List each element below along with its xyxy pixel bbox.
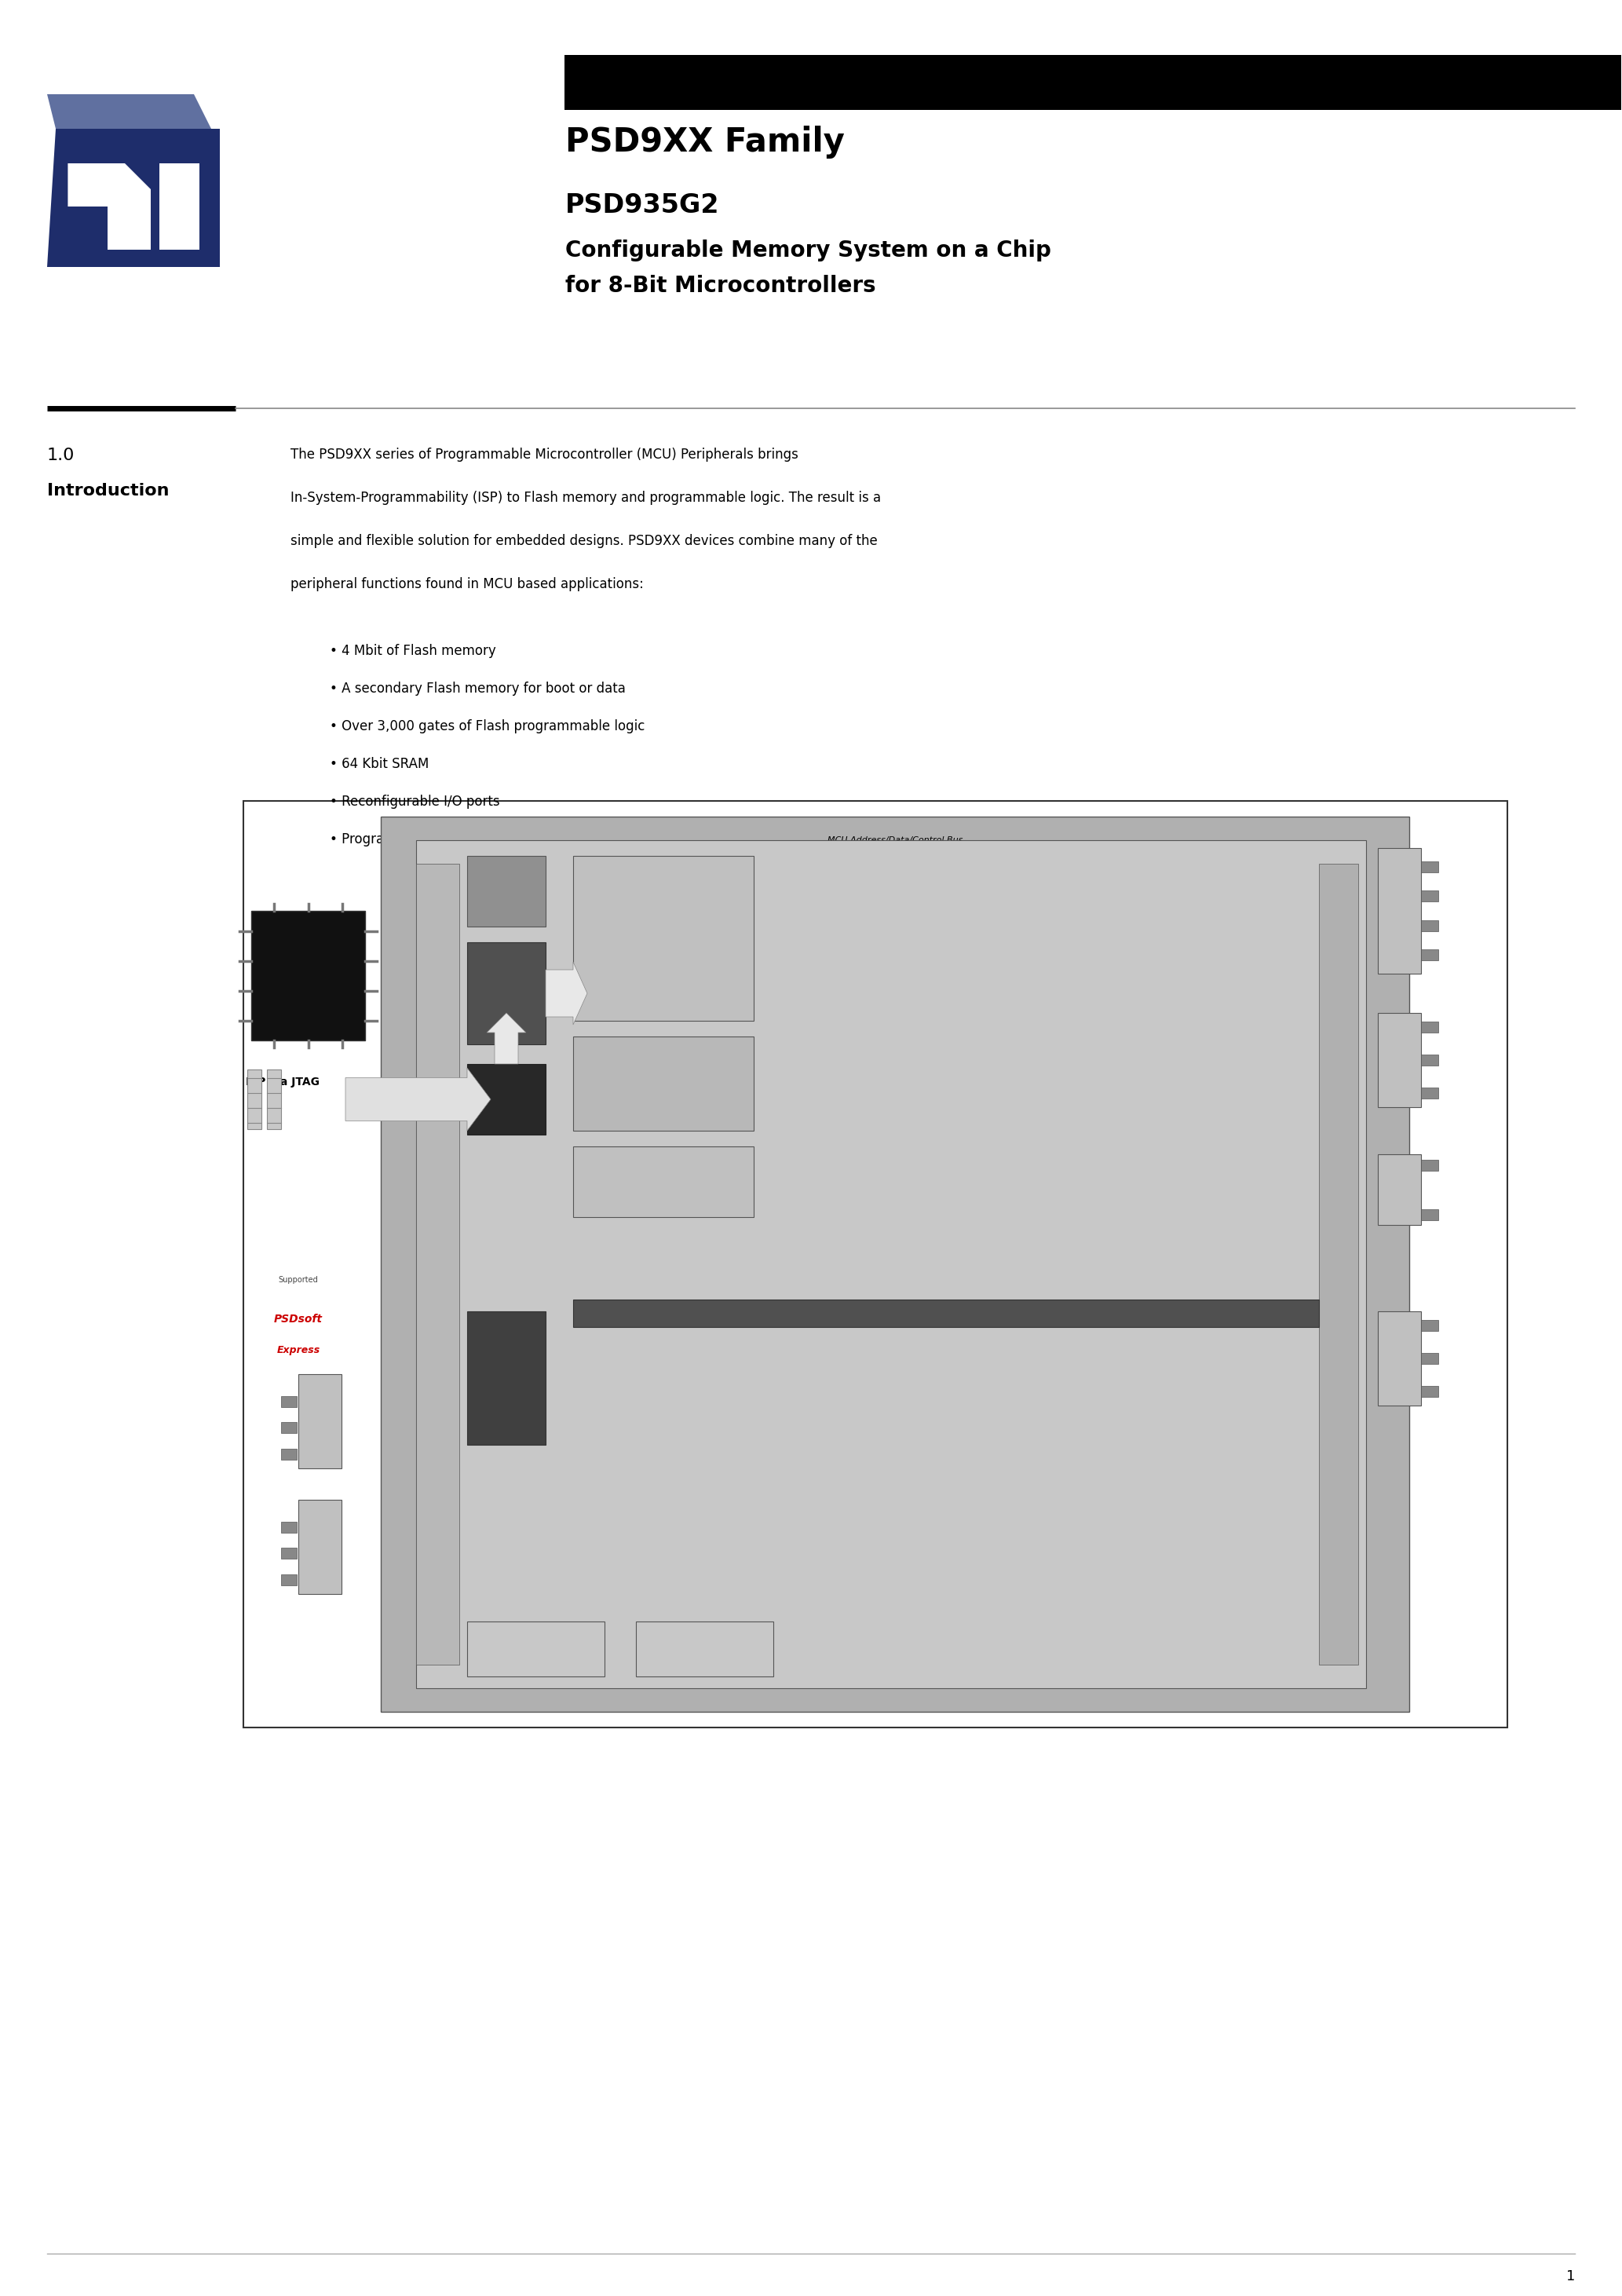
Text: External Chip Selects: External Chip Selects: [850, 1309, 967, 1318]
Text: • A secondary Flash memory for boot or data: • A secondary Flash memory for boot or d…: [329, 682, 626, 696]
Text: I/O Port: I/O Port: [1397, 1047, 1403, 1072]
Text: Introduction: Introduction: [47, 482, 169, 498]
Bar: [1421, 1320, 1439, 1332]
Text: • Reconfigurable I/O ports: • Reconfigurable I/O ports: [329, 794, 500, 808]
Text: I/O Port: I/O Port: [1397, 1345, 1403, 1371]
Text: SRAM: SRAM: [641, 1189, 686, 1205]
Text: ISP: ISP: [495, 1081, 519, 1095]
Bar: [1421, 891, 1439, 902]
Bar: [281, 1449, 297, 1460]
Polygon shape: [47, 94, 211, 129]
Text: PLD: PLD: [488, 1401, 524, 1414]
Bar: [573, 1035, 754, 1130]
Bar: [1421, 861, 1439, 872]
Text: • 4 Mbit of Flash memory: • 4 Mbit of Flash memory: [329, 643, 496, 659]
Bar: [467, 856, 545, 928]
Bar: [467, 1311, 545, 1444]
Bar: [467, 941, 545, 1045]
Bar: [564, 55, 1622, 110]
Bar: [281, 1575, 297, 1584]
Text: Flash: Flash: [631, 948, 696, 969]
Text: 🧳: 🧳: [743, 1644, 749, 1653]
Text: ISP via JTAG: ISP via JTAG: [247, 1077, 320, 1088]
Text: Scratch PAD: Scratch PAD: [641, 1164, 686, 1173]
Text: I/O Port: I/O Port: [1397, 898, 1403, 923]
Bar: [1421, 1387, 1439, 1396]
Bar: [281, 1548, 297, 1559]
Text: 🔒: 🔒: [574, 1644, 581, 1653]
Text: Security: Security: [509, 1644, 550, 1653]
Bar: [247, 1070, 261, 1130]
Text: • 64 Kbit SRAM: • 64 Kbit SRAM: [329, 758, 428, 771]
Text: • Programmable power management.: • Programmable power management.: [329, 833, 577, 847]
Bar: [1421, 948, 1439, 960]
Text: Express: Express: [277, 1345, 320, 1355]
Text: Configurable Memory System on a Chip: Configurable Memory System on a Chip: [564, 239, 1051, 262]
Text: Loader: Loader: [493, 1114, 519, 1120]
Bar: [1319, 863, 1358, 1665]
Bar: [1421, 1210, 1439, 1219]
Bar: [573, 856, 754, 1022]
Text: PLD: PLD: [490, 1003, 524, 1019]
Text: I/O Port: I/O Port: [316, 1534, 323, 1559]
Text: PMU: PMU: [676, 1644, 706, 1655]
Bar: [243, 801, 1507, 1727]
Bar: [281, 1396, 297, 1407]
Text: Flash: Flash: [637, 1095, 689, 1111]
Bar: [1421, 1022, 1439, 1033]
FancyArrow shape: [545, 962, 587, 1024]
Text: In-System-Programmability (ISP) to Flash memory and programmable logic. The resu: In-System-Programmability (ISP) to Flash…: [290, 491, 881, 505]
Bar: [1377, 847, 1421, 974]
Polygon shape: [159, 163, 200, 250]
Text: MCU Address/Data/Control Bus: MCU Address/Data/Control Bus: [827, 836, 963, 845]
Bar: [467, 1621, 605, 1676]
Text: Supported: Supported: [279, 1277, 318, 1283]
Text: Concurrent/Boot: Concurrent/Boot: [629, 1058, 697, 1068]
Bar: [1421, 1054, 1439, 1065]
Text: 1: 1: [1565, 2268, 1575, 2285]
Bar: [1421, 1088, 1439, 1097]
Text: The PSD9XX series of Programmable Microcontroller (MCU) Peripherals brings: The PSD9XX series of Programmable Microc…: [290, 448, 798, 461]
Polygon shape: [68, 163, 151, 250]
Text: simple and flexible solution for embedded designs. PSD9XX devices combine many o: simple and flexible solution for embedde…: [290, 535, 878, 549]
Text: for 8-Bit Microcontrollers: for 8-Bit Microcontrollers: [564, 276, 876, 296]
Text: Page
Logic: Page Logic: [495, 882, 517, 900]
Text: Decode: Decode: [491, 967, 522, 976]
Text: PLD Input Bus: PLD Input Bus: [1335, 1238, 1343, 1290]
Bar: [298, 1499, 342, 1593]
Bar: [417, 840, 1366, 1688]
Bar: [268, 1070, 281, 1130]
Bar: [573, 1300, 1319, 1327]
Bar: [1377, 1155, 1421, 1226]
Text: General
Purpose: General Purpose: [490, 1336, 522, 1352]
FancyArrow shape: [487, 1013, 526, 1063]
Bar: [281, 1522, 297, 1534]
Bar: [1377, 1013, 1421, 1107]
Text: PSD9XX Family: PSD9XX Family: [564, 126, 845, 158]
Bar: [467, 1063, 545, 1134]
Bar: [573, 1146, 754, 1217]
Text: 8 -Bit
MCU: 8 -Bit MCU: [287, 960, 329, 992]
Bar: [1421, 1352, 1439, 1364]
Bar: [636, 1621, 774, 1676]
Polygon shape: [47, 129, 221, 266]
Bar: [281, 1421, 297, 1433]
Bar: [417, 863, 459, 1665]
Bar: [1421, 921, 1439, 930]
Text: I/O Port: I/O Port: [316, 1410, 323, 1433]
Text: Main Program: Main Program: [633, 889, 694, 895]
Text: PSDsoft: PSDsoft: [274, 1313, 323, 1325]
Bar: [298, 1373, 342, 1469]
Text: PSD935G2: PSD935G2: [564, 193, 720, 218]
Text: I/O Port: I/O Port: [1397, 1178, 1403, 1201]
Bar: [381, 817, 1410, 1713]
Bar: [251, 912, 365, 1040]
Text: • Over 3,000 gates of Flash programmable logic: • Over 3,000 gates of Flash programmable…: [329, 719, 646, 732]
Text: peripheral functions found in MCU based applications:: peripheral functions found in MCU based …: [290, 576, 644, 592]
Text: MCU Interface: MCU Interface: [433, 1238, 441, 1290]
Bar: [1421, 1159, 1439, 1171]
Text: 1.0: 1.0: [47, 448, 75, 464]
Bar: [1377, 1311, 1421, 1405]
FancyArrow shape: [345, 1068, 491, 1130]
